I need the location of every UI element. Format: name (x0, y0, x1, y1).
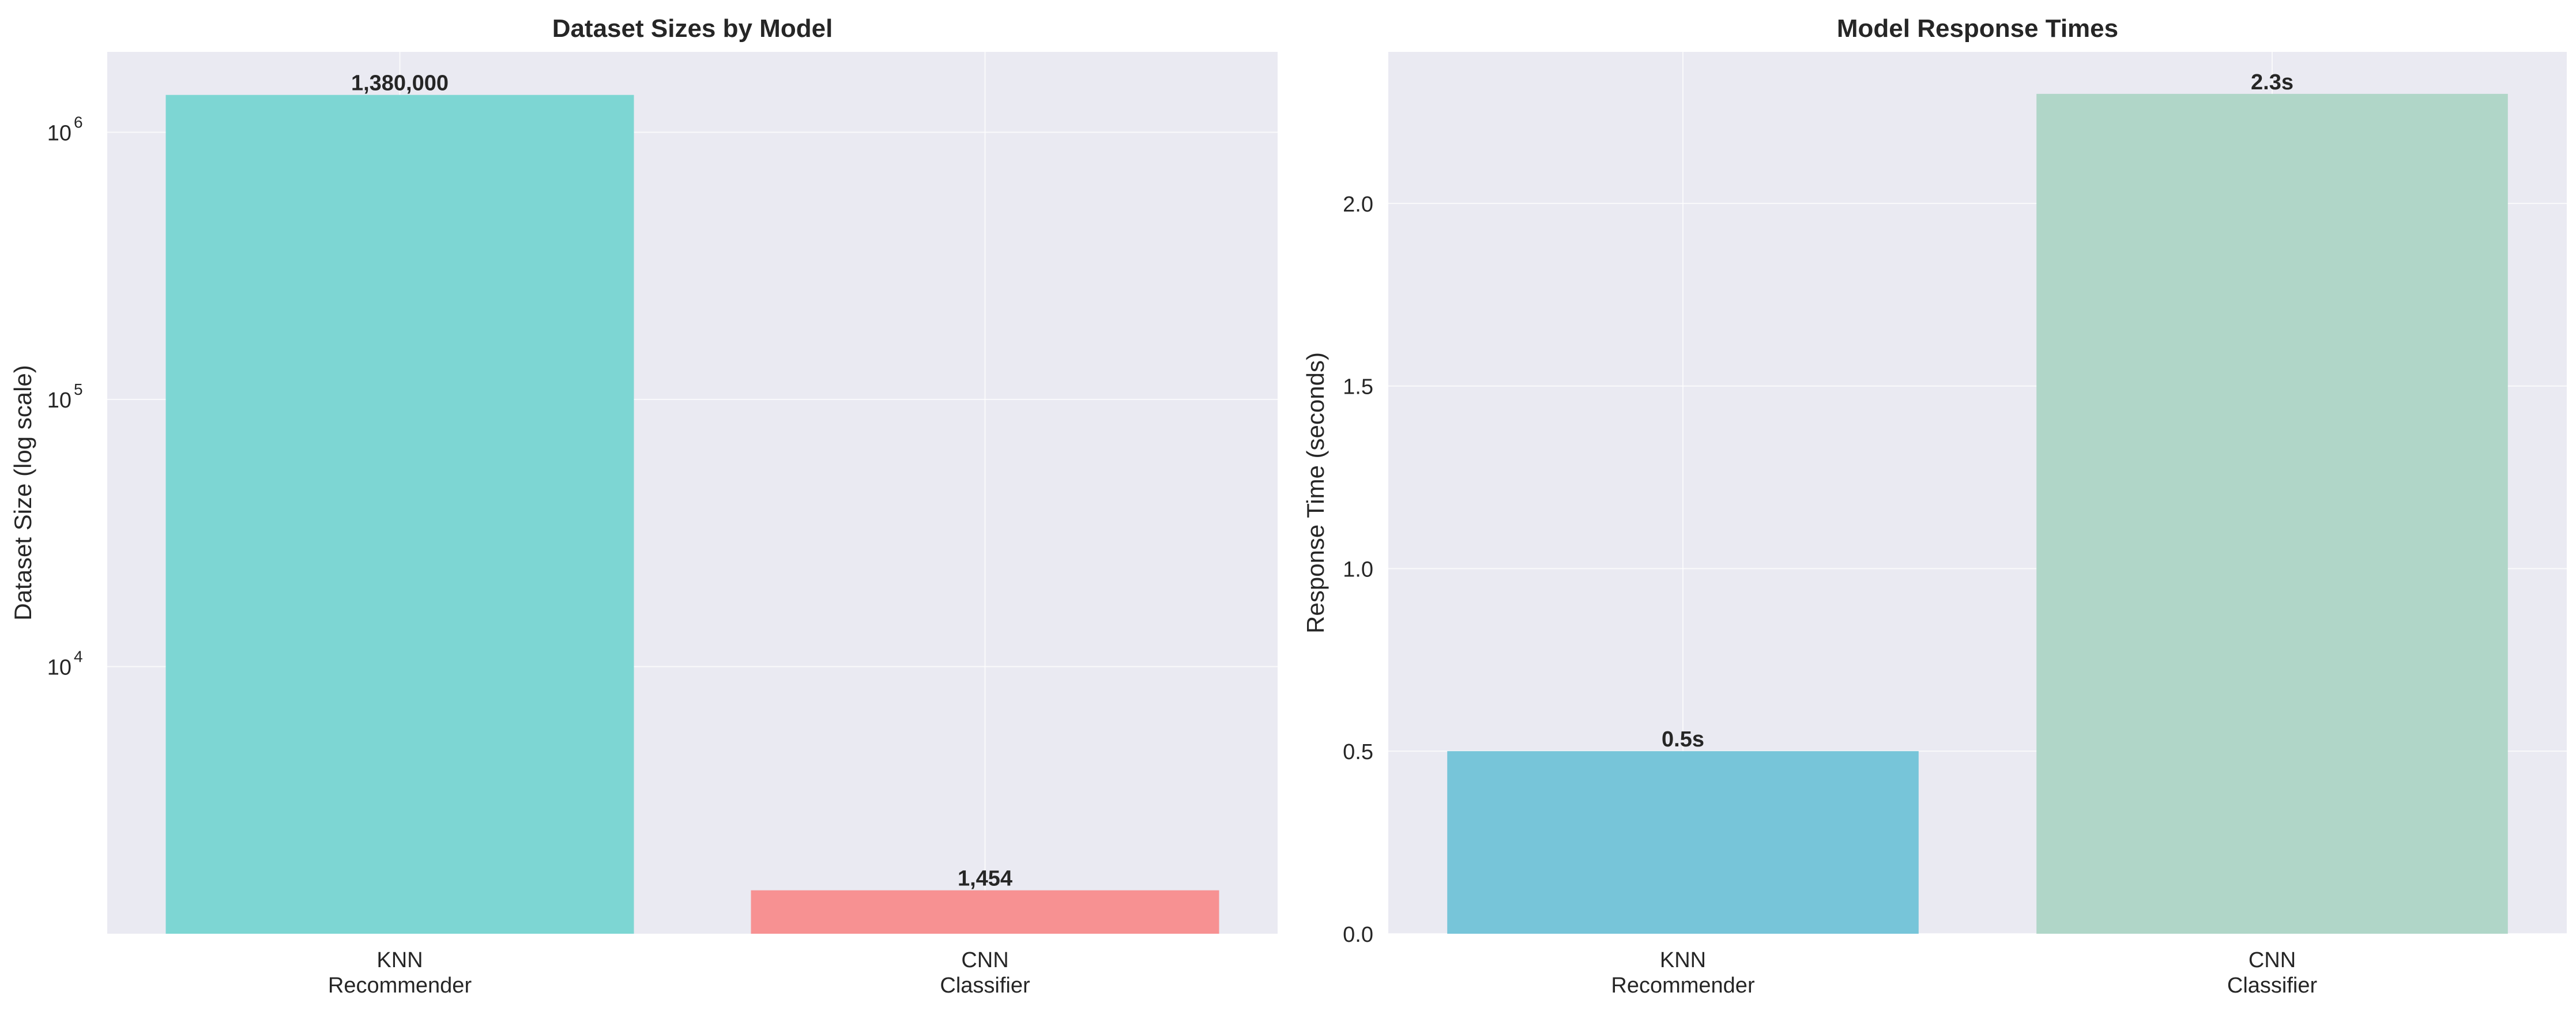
y-tick-exponent: 6 (74, 114, 83, 131)
y-tick-label: 1.0 (1343, 557, 1373, 582)
y-tick-label: 10 (47, 388, 71, 413)
bar-value-label: 1,454 (958, 867, 1012, 891)
y-tick-label: 1.5 (1343, 375, 1373, 399)
chart-title: Dataset Sizes by Model (552, 14, 833, 43)
chart-title: Model Response Times (1837, 14, 2118, 43)
y-tick-exponent: 5 (74, 380, 83, 398)
y-tick-label: 2.0 (1343, 193, 1373, 217)
x-tick-label: KNN (376, 948, 423, 972)
y-axis-label: Response Time (seconds) (1302, 352, 1329, 633)
x-tick-label: Classifier (2227, 974, 2318, 998)
x-tick-label: CNN (961, 948, 1008, 972)
bar (165, 95, 634, 934)
bar-value-label: 1,380,000 (351, 71, 449, 96)
x-tick-label: Recommender (1611, 974, 1755, 998)
bar (2036, 93, 2508, 934)
x-tick-label: CNN (2249, 948, 2296, 972)
y-axis-label: Dataset Size (log scale) (9, 365, 36, 621)
x-tick-label: KNN (1660, 948, 1706, 972)
bar-value-label: 0.5s (1662, 727, 1704, 752)
x-tick-label: Classifier (940, 974, 1030, 998)
bar (751, 890, 1219, 934)
y-tick-exponent: 4 (74, 648, 83, 666)
x-tick-label: Recommender (328, 974, 472, 998)
y-tick-label: 10 (47, 122, 71, 146)
bar-value-label: 2.3s (2251, 70, 2293, 95)
y-tick-label: 0.0 (1343, 923, 1373, 947)
y-tick-label: 0.5 (1343, 740, 1373, 764)
bar (1447, 751, 1919, 934)
y-tick-label: 10 (47, 656, 71, 680)
